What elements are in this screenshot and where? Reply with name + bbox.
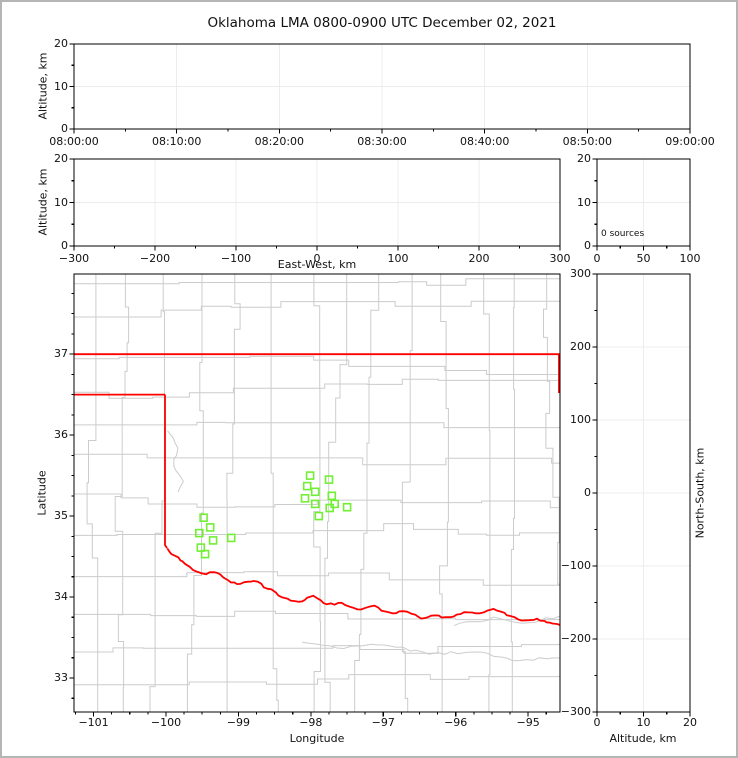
- tick-label: −200: [560, 632, 591, 645]
- tick-label: −100: [150, 716, 182, 729]
- ew-panel-ylabel: Altitude, km: [36, 168, 50, 236]
- source-marker: [226, 533, 236, 543]
- tick-label: 0: [593, 252, 601, 265]
- panel-ns_altitude: [592, 273, 691, 717]
- tick-label: 10: [636, 716, 651, 729]
- tick-label: 08:10:00: [151, 135, 202, 148]
- tick-label: 09:00:00: [665, 135, 715, 148]
- tick-label: 0: [61, 239, 68, 252]
- tick-label: 10: [54, 79, 68, 93]
- figure-title: Oklahoma LMA 0800-0900 UTC December 02, …: [207, 15, 557, 31]
- tick-label: 20: [54, 152, 68, 165]
- lma-source-markers: [195, 471, 352, 559]
- panel-time_altitude: [69, 43, 691, 134]
- tick-label: 200: [468, 252, 490, 265]
- source-marker: [305, 471, 315, 480]
- river-line: [301, 641, 560, 662]
- source-marker: [325, 503, 335, 513]
- oklahoma-state-border: [74, 353, 560, 626]
- tick-label: 0: [584, 239, 591, 252]
- panel-plan_view_map: [69, 273, 561, 717]
- source-marker: [200, 549, 210, 559]
- tick-label: 34: [54, 590, 68, 604]
- tick-label: −97: [371, 716, 395, 729]
- tick-label: 08:00:00: [49, 135, 99, 148]
- river-line: [167, 430, 184, 493]
- source-marker: [324, 475, 334, 484]
- tick-label: 0: [313, 252, 321, 265]
- source-marker: [300, 493, 310, 503]
- tick-label: 20: [683, 716, 697, 729]
- tick-label: −96: [444, 716, 468, 729]
- tick-label: −300: [560, 705, 591, 718]
- tick-label: 33: [54, 670, 68, 684]
- tick-label: 10: [577, 195, 591, 209]
- tick-label: 08:20:00: [254, 135, 305, 148]
- tick-label: 0: [61, 122, 68, 135]
- source-marker: [205, 523, 215, 532]
- source-marker: [199, 513, 208, 523]
- source-marker: [342, 502, 352, 512]
- tick-label: −300: [58, 252, 90, 265]
- tick-label: −200: [139, 252, 171, 265]
- tick-label: 300: [549, 252, 571, 265]
- map-content: [74, 274, 560, 712]
- county-borders: [74, 274, 560, 712]
- tick-label: 100: [679, 252, 701, 265]
- tick-label: −98: [299, 716, 323, 729]
- source-count-annotation: 0 sources: [601, 229, 645, 239]
- tick-label: 08:40:00: [459, 135, 510, 148]
- ns-panel-xlabel: Altitude, km: [609, 732, 677, 745]
- tick-label: 08:50:00: [562, 135, 613, 148]
- tick-label: 20: [54, 37, 68, 50]
- ns-panel-ylabel: North-South, km: [693, 447, 707, 539]
- tick-label: 300: [570, 267, 591, 280]
- source-marker: [314, 511, 324, 521]
- map-ylabel: Latitude: [35, 470, 49, 516]
- tick-label: 20: [577, 152, 591, 165]
- source-marker: [310, 487, 320, 497]
- source-marker: [327, 491, 337, 501]
- tick-label: 10: [54, 195, 68, 209]
- tick-label: 200: [570, 340, 591, 353]
- tick-label: −101: [78, 716, 109, 729]
- source-marker: [310, 499, 320, 509]
- tick-label: −100: [220, 252, 252, 265]
- tick-label: 36: [54, 428, 68, 442]
- panel-ew_altitude: [69, 158, 561, 251]
- tick-label: 100: [387, 252, 409, 265]
- tick-label: 35: [54, 509, 68, 523]
- tick-label: 08:30:00: [357, 135, 407, 148]
- tick-label: 0: [584, 486, 591, 499]
- time-panel-ylabel: Altitude, km: [36, 52, 50, 120]
- tick-label: 50: [636, 252, 651, 265]
- tick-label: −100: [560, 559, 591, 572]
- panel-altitude_histogram: [592, 158, 691, 251]
- tick-label: −99: [226, 716, 251, 729]
- tick-label: 0: [593, 716, 601, 729]
- tick-label: 37: [54, 347, 68, 361]
- source-marker: [195, 528, 204, 538]
- source-marker: [196, 543, 206, 552]
- river-line: [453, 615, 560, 627]
- source-marker: [208, 536, 218, 545]
- source-marker: [302, 481, 312, 491]
- map-xlabel: Longitude: [289, 732, 345, 745]
- tick-label: −95: [516, 716, 540, 729]
- ew-panel-xlabel: East-West, km: [277, 258, 357, 271]
- tick-label: 100: [570, 413, 591, 426]
